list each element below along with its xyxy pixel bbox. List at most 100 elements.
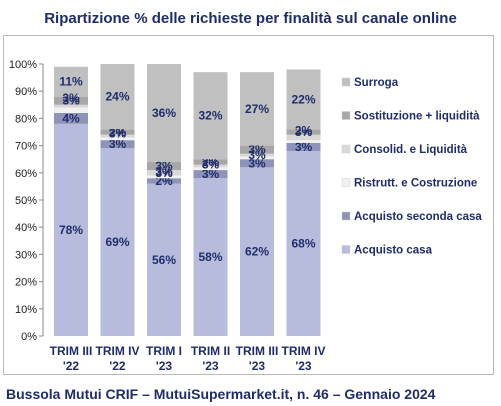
- bar-segment-acquisto-casa: [100, 148, 135, 336]
- bar-segment-acquisto-seconda-casa: [100, 140, 135, 149]
- bar-segment-surroga: [193, 72, 228, 160]
- chart-frame: [3, 35, 494, 375]
- legend-swatch: [341, 178, 351, 187]
- x-tick-label: '23: [202, 359, 219, 373]
- data-label: 4%: [62, 111, 80, 125]
- x-tick-label: TRIM III: [50, 344, 93, 358]
- bar-segment-consolid-e-liquidit-: [286, 134, 321, 141]
- legend-swatch: [341, 211, 351, 221]
- bar-segment-consolid-e-liquidit-: [100, 134, 135, 138]
- data-label: 3%: [109, 137, 127, 151]
- bar-segment-surroga: [286, 69, 321, 130]
- x-tick-label: '23: [156, 359, 173, 373]
- data-label: 3%: [248, 143, 266, 157]
- y-tick-label: 70%: [15, 141, 37, 153]
- bar-segment-sostituzione-liquidit-: [240, 145, 274, 154]
- data-label: 3%: [202, 158, 220, 172]
- bar-segment-surroga: [54, 66, 88, 97]
- x-tick-label: TRIM IV: [282, 344, 326, 358]
- data-label: 68%: [291, 237, 315, 251]
- bar-segment-ristrutt-e-costruzione: [147, 175, 181, 179]
- bar-segment-acquisto-casa: [193, 178, 228, 336]
- bar-segment-sostituzione-liquidit-: [54, 96, 88, 105]
- data-label: 36%: [152, 106, 176, 120]
- bar-segment-ristrutt-e-costruzione: [286, 140, 321, 143]
- data-label: 69%: [105, 235, 129, 249]
- legend-swatch: [341, 144, 351, 154]
- bar-segment-acquisto-casa: [240, 167, 274, 336]
- bar-segment-surroga: [240, 72, 274, 146]
- legend-label: Acquisto casa: [354, 245, 433, 257]
- x-tick-label: TRIM III: [236, 344, 279, 358]
- data-label: 3%: [155, 159, 173, 173]
- y-tick-label: 50%: [15, 195, 37, 207]
- x-tick-label: '23: [295, 359, 312, 373]
- data-label: 3%: [62, 94, 80, 108]
- data-label: 3%: [248, 148, 266, 162]
- y-tick-label: 10%: [15, 304, 37, 316]
- data-label: 27%: [245, 102, 269, 116]
- data-label: 3%: [155, 164, 173, 178]
- bar-segment-ristrutt-e-costruzione: [54, 107, 88, 113]
- data-label: 32%: [198, 109, 222, 123]
- legend-swatch: [341, 245, 351, 254]
- footer-source: Bussola Mutui CRIF – MutuiSupermarket.it…: [6, 386, 436, 402]
- data-label: 78%: [59, 223, 83, 237]
- y-tick-label: 20%: [15, 277, 37, 289]
- bar-segment-acquisto-seconda-casa: [147, 178, 181, 184]
- data-label: 3%: [295, 140, 313, 154]
- y-tick-label: 100%: [9, 59, 37, 71]
- bar-segment-sostituzione-liquidit-: [286, 129, 321, 135]
- bar-segment-surroga: [100, 64, 135, 130]
- bar-segment-surroga: [147, 64, 181, 162]
- y-tick-label: 0%: [21, 331, 37, 343]
- data-label: 56%: [152, 253, 176, 267]
- bar-segment-ristrutt-e-costruzione: [100, 137, 135, 141]
- y-tick-label: 80%: [15, 113, 37, 125]
- legend-label: Sostituzione + liquidità: [354, 111, 480, 123]
- bar-segment-consolid-e-liquidit-: [54, 104, 88, 108]
- data-label: 24%: [105, 90, 129, 104]
- bar-segment-acquisto-seconda-casa: [54, 112, 88, 124]
- bar-segment-acquisto-casa: [147, 183, 181, 336]
- chart-title: Ripartizione % delle richieste per final…: [44, 10, 457, 27]
- bar-segment-acquisto-seconda-casa: [193, 170, 228, 179]
- x-tick-label: '22: [109, 359, 126, 373]
- legend-swatch: [341, 111, 351, 120]
- data-label: 11%: [59, 75, 83, 89]
- data-label: 3%: [62, 91, 80, 105]
- bar-segment-sostituzione-liquidit-: [193, 159, 228, 165]
- bar-segment-acquisto-casa: [286, 151, 321, 336]
- x-tick-label: '23: [249, 359, 266, 373]
- data-label: 22%: [291, 92, 315, 106]
- y-tick-label: 30%: [15, 249, 37, 261]
- data-label: 3%: [202, 167, 220, 181]
- legend-label: Acquisto seconda casa: [354, 211, 482, 223]
- legend-swatch: [341, 77, 351, 87]
- x-tick-label: '22: [63, 359, 80, 373]
- bar-segment-ristrutt-e-costruzione: [240, 156, 274, 160]
- data-label: 3%: [109, 126, 127, 140]
- data-label: 58%: [198, 250, 222, 264]
- data-label: 2%: [295, 124, 313, 138]
- bar-segment-consolid-e-liquidit-: [240, 153, 274, 157]
- data-label: 3%: [248, 156, 266, 170]
- legend-label: Surroga: [354, 77, 399, 89]
- x-tick-label: TRIM I: [146, 344, 182, 358]
- data-label: 62%: [245, 245, 269, 259]
- bar-segment-ristrutt-e-costruzione: [193, 167, 228, 171]
- y-tick-label: 90%: [15, 86, 37, 98]
- legend-label: Ristrutt. e Costruzione: [354, 178, 477, 190]
- bar-segment-consolid-e-liquidit-: [193, 164, 228, 168]
- y-tick-label: 60%: [15, 168, 37, 180]
- bar-segment-acquisto-seconda-casa: [240, 159, 274, 168]
- bar-segment-acquisto-seconda-casa: [286, 142, 321, 152]
- bar-segment-acquisto-casa: [54, 123, 88, 336]
- x-tick-label: TRIM II: [191, 344, 230, 358]
- x-tick-label: TRIM IV: [96, 344, 140, 358]
- bar-segment-sostituzione-liquidit-: [147, 161, 181, 171]
- legend-label: Consolid. e Liquidità: [354, 144, 468, 156]
- bar-segment-sostituzione-liquidit-: [100, 129, 135, 135]
- y-tick-label: 40%: [15, 222, 37, 234]
